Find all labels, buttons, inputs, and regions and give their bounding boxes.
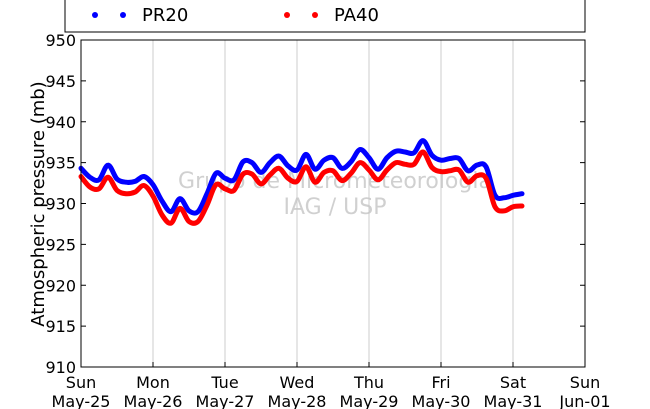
grid-lines	[152, 40, 514, 367]
x-tick-date-label: May-29	[340, 392, 399, 409]
y-axis: 910 915 920 925 930 935 940 945 950	[45, 31, 585, 377]
legend-marker-pr20	[92, 12, 98, 18]
legend-label-pa40: PA40	[334, 5, 379, 26]
y-tick-label: 915	[45, 317, 76, 336]
x-tick-day-label: Tue	[210, 373, 238, 392]
y-axis-title: Atmospheric pressure (mb)	[28, 81, 49, 326]
x-tick-day-label: Sun	[66, 373, 96, 392]
x-tick-date-label: May-26	[124, 392, 183, 409]
series-line-pr20	[78, 138, 525, 216]
series-line-pa40	[78, 149, 525, 226]
legend-box	[64, 0, 586, 33]
x-tick-day-label: Sun	[570, 373, 600, 392]
legend-marker-pr20	[120, 12, 126, 18]
x-tick-date-label: Jun-01	[558, 392, 610, 409]
x-tick-day-label: Mon	[136, 373, 170, 392]
x-tick-day-label: Fri	[431, 373, 450, 392]
x-tick-date-label: May-25	[52, 392, 111, 409]
x-axis: SunMay-25MonMay-26TueMay-27WedMay-28ThuM…	[52, 362, 611, 409]
x-tick-date-label: May-28	[268, 392, 327, 409]
legend-marker-pa40	[312, 12, 318, 18]
y-tick-label: 930	[45, 195, 76, 214]
x-tick-date-label: May-30	[412, 392, 471, 409]
watermark-line-2: IAG / USP	[284, 195, 387, 220]
x-tick-date-label: May-31	[484, 392, 543, 409]
legend: PR20 PA40	[92, 5, 379, 26]
x-tick-day-label: Sat	[500, 373, 526, 392]
legend-label-pr20: PR20	[142, 5, 188, 26]
y-tick-label: 940	[45, 113, 76, 132]
y-tick-label: 920	[45, 276, 76, 295]
y-tick-label: 935	[45, 154, 76, 173]
x-tick-day-label: Thu	[353, 373, 384, 392]
y-tick-label: 950	[45, 31, 76, 50]
x-tick-date-label: May-27	[196, 392, 255, 409]
series-layer	[78, 138, 525, 226]
y-tick-label: 910	[45, 358, 76, 377]
y-tick-label: 945	[45, 72, 76, 91]
x-tick-day-label: Wed	[280, 373, 315, 392]
y-tick-label: 925	[45, 235, 76, 254]
legend-marker-pa40	[284, 12, 290, 18]
